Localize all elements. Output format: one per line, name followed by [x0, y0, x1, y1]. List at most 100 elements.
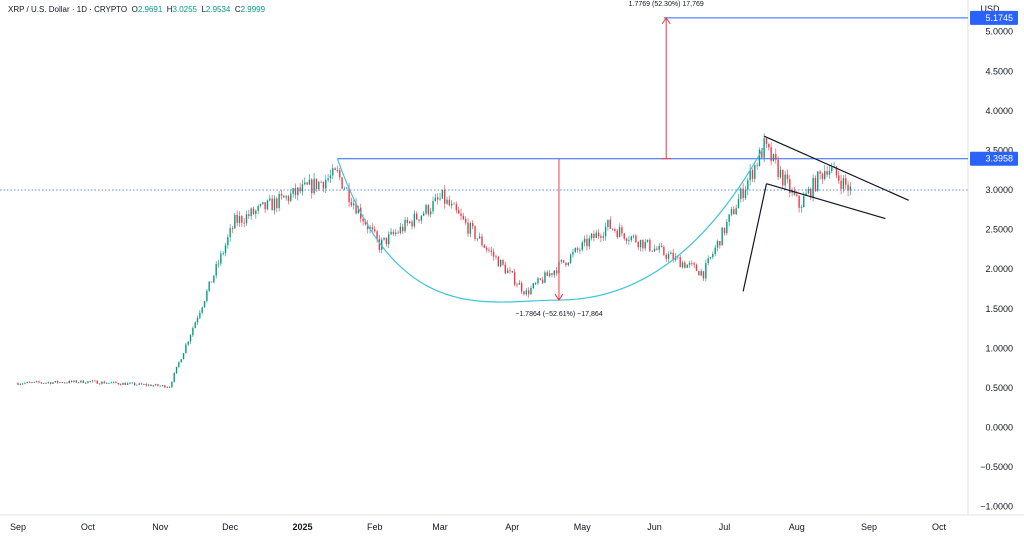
candle[interactable] — [192, 326, 194, 338]
candle[interactable] — [243, 218, 245, 228]
candle[interactable] — [304, 177, 306, 186]
candle[interactable] — [416, 211, 418, 221]
candle[interactable] — [728, 214, 730, 227]
candle[interactable] — [63, 382, 66, 384]
candle[interactable] — [234, 213, 236, 229]
candle[interactable] — [203, 300, 206, 309]
candle[interactable] — [719, 240, 721, 249]
candle[interactable] — [320, 180, 322, 183]
candle[interactable] — [164, 384, 166, 388]
candle[interactable] — [847, 180, 849, 197]
candle[interactable] — [196, 315, 199, 326]
candle[interactable] — [460, 208, 462, 221]
candle[interactable] — [665, 253, 667, 263]
candle[interactable] — [301, 179, 304, 196]
candle[interactable] — [392, 229, 395, 236]
candle[interactable] — [544, 270, 546, 284]
candle[interactable] — [136, 384, 138, 386]
candle[interactable] — [595, 229, 597, 238]
candle[interactable] — [283, 195, 285, 198]
candle[interactable] — [173, 371, 175, 383]
candle[interactable] — [182, 352, 185, 360]
candle[interactable] — [420, 215, 423, 224]
candle[interactable] — [131, 381, 133, 384]
candle[interactable] — [206, 289, 208, 303]
candle[interactable] — [101, 381, 103, 385]
candle[interactable] — [404, 217, 406, 233]
candle[interactable] — [574, 247, 576, 254]
candle[interactable] — [588, 235, 590, 250]
candle[interactable] — [807, 186, 810, 195]
candle[interactable] — [82, 380, 84, 384]
candle[interactable] — [518, 280, 521, 285]
candle[interactable] — [73, 380, 75, 383]
candle[interactable] — [348, 182, 350, 208]
candle[interactable] — [532, 282, 534, 290]
candle[interactable] — [248, 209, 250, 219]
candle[interactable] — [49, 382, 52, 385]
candle[interactable] — [168, 386, 171, 388]
candle[interactable] — [593, 230, 595, 242]
candle[interactable] — [527, 287, 530, 298]
candle[interactable] — [464, 216, 467, 225]
candle[interactable] — [763, 133, 765, 163]
candle[interactable] — [215, 260, 217, 279]
candle[interactable] — [583, 235, 586, 247]
candle[interactable] — [525, 288, 528, 297]
candle[interactable] — [266, 199, 269, 211]
candle[interactable] — [751, 168, 754, 183]
candle[interactable] — [537, 276, 539, 286]
candle[interactable] — [821, 172, 824, 185]
candle[interactable] — [299, 182, 301, 194]
candle[interactable] — [89, 381, 91, 383]
candle[interactable] — [103, 380, 105, 384]
candle[interactable] — [383, 237, 385, 241]
candle[interactable] — [245, 210, 248, 226]
candle[interactable] — [590, 233, 593, 241]
candle[interactable] — [516, 282, 518, 288]
candle[interactable] — [597, 229, 600, 239]
candle[interactable] — [798, 195, 800, 213]
candle[interactable] — [562, 260, 565, 264]
candle[interactable] — [842, 175, 845, 193]
candle[interactable] — [238, 211, 241, 227]
candle[interactable] — [257, 204, 259, 215]
candle[interactable] — [432, 196, 434, 215]
candle[interactable] — [698, 270, 700, 276]
candle[interactable] — [117, 382, 119, 385]
candle[interactable] — [684, 260, 686, 269]
candle[interactable] — [840, 174, 842, 195]
candle[interactable] — [436, 193, 439, 205]
candle[interactable] — [271, 195, 273, 211]
candle[interactable] — [409, 220, 411, 224]
candle[interactable] — [511, 270, 514, 273]
candle[interactable] — [189, 334, 192, 344]
candle[interactable] — [220, 250, 222, 266]
candle[interactable] — [779, 165, 782, 179]
candle[interactable] — [133, 382, 136, 387]
candle[interactable] — [334, 167, 336, 171]
candle[interactable] — [754, 164, 756, 183]
candle[interactable] — [735, 204, 737, 215]
candle[interactable] — [161, 384, 164, 387]
candle[interactable] — [341, 176, 343, 190]
candle[interactable] — [586, 234, 588, 251]
candle[interactable] — [756, 162, 758, 170]
candle[interactable] — [411, 219, 413, 230]
candle[interactable] — [796, 190, 798, 198]
candle[interactable] — [199, 310, 201, 320]
candle[interactable] — [322, 181, 325, 193]
candle[interactable] — [658, 243, 660, 253]
candle[interactable] — [122, 382, 124, 385]
candle[interactable] — [534, 281, 537, 285]
candle[interactable] — [427, 203, 430, 217]
candle[interactable] — [229, 224, 231, 242]
candle[interactable] — [660, 243, 663, 248]
candle[interactable] — [178, 361, 180, 369]
candle[interactable] — [581, 240, 583, 252]
candle[interactable] — [471, 220, 474, 230]
candle[interactable] — [236, 210, 238, 227]
candle[interactable] — [224, 242, 227, 257]
candle[interactable] — [744, 185, 747, 201]
